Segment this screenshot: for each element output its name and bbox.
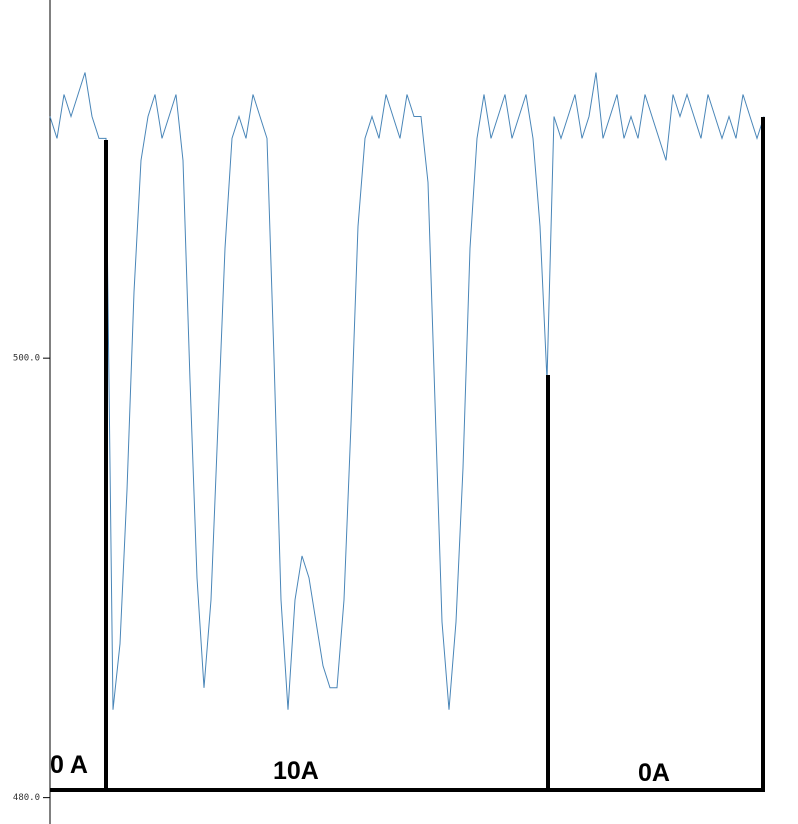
annotation: 10A [273,757,319,785]
y-tick-label: 480.0 [13,793,40,803]
series-line [49,72,765,710]
annotation: 0A [638,759,670,787]
y-tick-label: 500.0 [13,354,40,364]
plot [49,72,765,710]
annotation: 0 A [50,751,88,779]
current-steps [50,117,765,792]
